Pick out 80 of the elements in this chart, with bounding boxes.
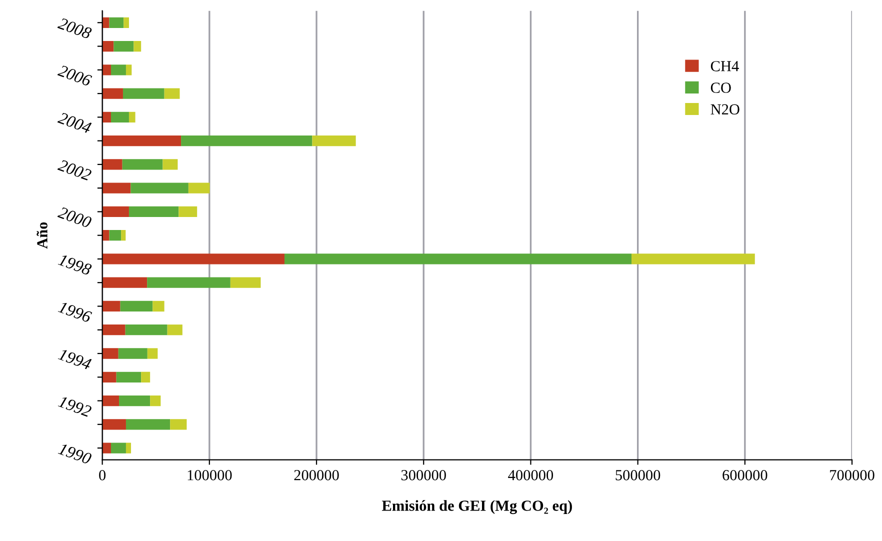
bar	[119, 395, 150, 406]
bar	[141, 372, 150, 382]
y-tick-label: 2000	[57, 206, 92, 228]
bar	[284, 254, 632, 264]
y-tick-label: 2004	[57, 112, 92, 134]
legend-label: N2O	[710, 104, 740, 115]
bar	[147, 348, 158, 359]
y-axis-title: Año	[36, 222, 48, 249]
bar	[120, 300, 153, 312]
bar	[122, 88, 164, 99]
y-tick-label: 1994	[58, 348, 92, 370]
bar	[118, 348, 148, 359]
bar	[128, 206, 179, 218]
bar	[164, 88, 180, 99]
y-tick-label: 1992	[58, 396, 92, 418]
y-tick-label: 1990	[58, 442, 92, 465]
x-tick-label: 500000	[616, 470, 660, 480]
bar	[110, 64, 126, 76]
x-tick-label: 400000	[508, 470, 554, 480]
y-tick-label: 2006	[57, 64, 92, 87]
bar	[130, 182, 188, 194]
bar	[109, 17, 124, 28]
bar	[102, 112, 111, 122]
bar	[102, 88, 123, 99]
bar	[102, 17, 110, 28]
bar	[102, 254, 284, 264]
x-tick-label: 0	[99, 470, 106, 480]
legend-label: CO	[710, 82, 731, 93]
bar	[147, 277, 230, 288]
x-tick-label: 100000	[188, 470, 232, 480]
bar	[150, 395, 161, 406]
bar	[126, 64, 132, 76]
bar	[167, 324, 182, 336]
bar	[116, 372, 142, 382]
bar	[178, 206, 198, 218]
bar	[102, 182, 131, 194]
bar	[152, 300, 164, 312]
bar	[102, 230, 110, 241]
x-tick-label: 700000	[830, 470, 874, 480]
bar	[188, 182, 210, 194]
bar	[126, 442, 132, 454]
bar	[102, 300, 120, 312]
bar	[162, 159, 178, 170]
bar	[124, 17, 129, 28]
bar	[134, 40, 142, 52]
bar	[102, 277, 148, 288]
bar	[102, 419, 126, 430]
bar	[126, 419, 170, 430]
bar	[122, 159, 163, 170]
bar	[121, 230, 126, 241]
bar	[110, 442, 126, 454]
bar	[230, 277, 261, 288]
y-tick-label: 1998	[58, 254, 92, 276]
bar	[312, 135, 356, 146]
bar	[109, 230, 122, 241]
x-tick-label: 200000	[294, 470, 339, 480]
bar	[128, 112, 136, 122]
bar	[102, 159, 122, 170]
legend-label: CH4	[710, 61, 739, 72]
bar	[102, 40, 114, 52]
bar	[181, 135, 312, 146]
bar	[102, 442, 111, 454]
bar	[102, 206, 129, 218]
bar	[125, 324, 168, 336]
x-axis-title: Emisión de GEI (Mg CO₂ eq)	[382, 500, 572, 514]
bar	[102, 348, 118, 359]
x-tick-label: 600000	[722, 470, 768, 480]
y-tick-label: 2002	[57, 159, 92, 181]
bar	[102, 372, 116, 382]
bar	[170, 419, 187, 430]
bar	[102, 324, 126, 336]
x-tick-label: 300000	[401, 470, 446, 480]
bar	[110, 112, 129, 122]
bar	[114, 40, 134, 52]
bar	[631, 254, 755, 264]
bar	[102, 395, 120, 406]
bar	[102, 64, 111, 76]
y-tick-label: 1996	[58, 301, 92, 323]
bar	[102, 135, 182, 146]
y-tick-label: 2008	[57, 17, 92, 40]
